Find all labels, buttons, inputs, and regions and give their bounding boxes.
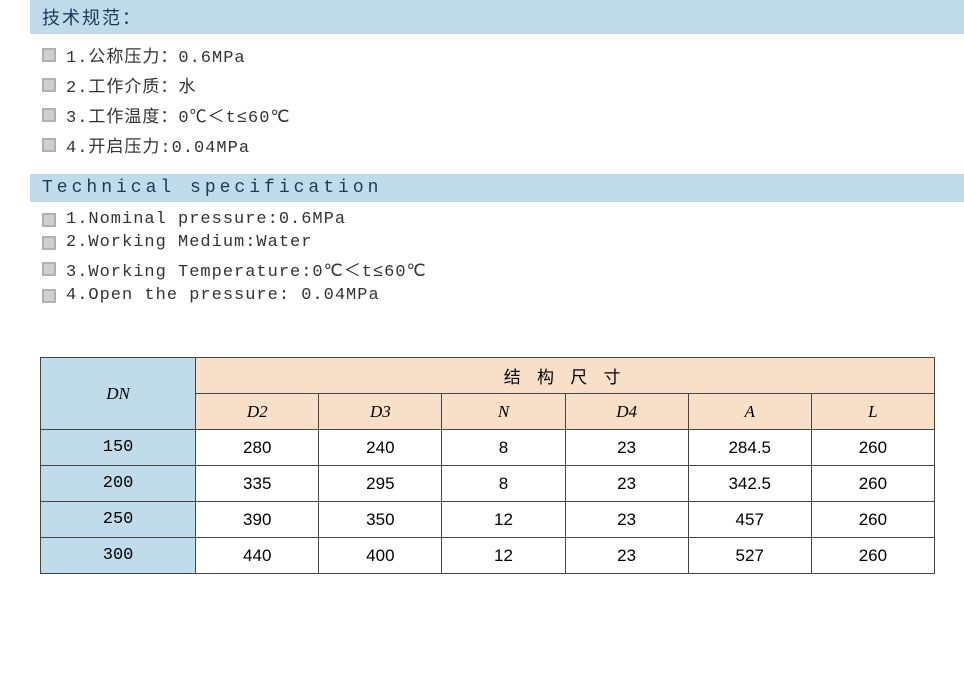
bullet-icon <box>42 78 56 92</box>
list-item: 1.公称压力：0.6MPa <box>0 40 964 70</box>
table-row: 200 335 295 8 23 342.5 260 <box>41 466 935 502</box>
list-item: 3.工作温度：0℃＜t≤60℃ <box>0 100 964 130</box>
col-header: L <box>811 394 934 430</box>
data-cell: 12 <box>442 538 565 574</box>
table-row: 250 390 350 12 23 457 260 <box>41 502 935 538</box>
data-cell: 342.5 <box>688 466 811 502</box>
table-header-row: DN 结 构 尺 寸 <box>41 358 935 394</box>
data-cell: 295 <box>319 466 442 502</box>
col-header: A <box>688 394 811 430</box>
data-cell: 390 <box>196 502 319 538</box>
dn-cell: 250 <box>41 502 196 538</box>
spec-text: 4.Open the pressure: 0.04MPa <box>66 286 380 305</box>
spec-text: 2.工作介质：水 <box>66 72 196 98</box>
list-item: 1.Nominal pressure:0.6MPa <box>0 208 964 231</box>
spec-text: 4.开启压力:0.04MPa <box>66 132 250 158</box>
spec-text: 3.Working Temperature:0℃＜t≤60℃ <box>66 256 427 282</box>
data-cell: 400 <box>319 538 442 574</box>
bullet-icon <box>42 289 56 303</box>
table-body: 150 280 240 8 23 284.5 260 200 335 295 8… <box>41 430 935 574</box>
bullet-icon <box>42 236 56 250</box>
bullet-icon <box>42 262 56 276</box>
bullet-icon <box>42 213 56 227</box>
list-item: 4.开启压力:0.04MPa <box>0 130 964 160</box>
data-cell: 23 <box>565 502 688 538</box>
data-cell: 23 <box>565 538 688 574</box>
dimensions-table: DN 结 构 尺 寸 D2 D3 N D4 A L 150 280 240 8 … <box>40 357 935 574</box>
spec-text: 2.Working Medium:Water <box>66 233 312 252</box>
data-cell: 260 <box>811 502 934 538</box>
data-cell: 8 <box>442 430 565 466</box>
data-cell: 23 <box>565 466 688 502</box>
col-header: N <box>442 394 565 430</box>
cn-spec-list: 1.公称压力：0.6MPa 2.工作介质：水 3.工作温度：0℃＜t≤60℃ 4… <box>0 40 964 160</box>
dn-cell: 200 <box>41 466 196 502</box>
data-cell: 260 <box>811 538 934 574</box>
data-cell: 457 <box>688 502 811 538</box>
table-row: 150 280 240 8 23 284.5 260 <box>41 430 935 466</box>
bullet-icon <box>42 48 56 62</box>
en-spec-list: 1.Nominal pressure:0.6MPa 2.Working Medi… <box>0 208 964 307</box>
table-row: 300 440 400 12 23 527 260 <box>41 538 935 574</box>
spec-text: 3.工作温度：0℃＜t≤60℃ <box>66 102 291 128</box>
list-item: 2.Working Medium:Water <box>0 231 964 254</box>
data-cell: 280 <box>196 430 319 466</box>
group-header: 结 构 尺 寸 <box>196 358 935 394</box>
data-cell: 284.5 <box>688 430 811 466</box>
data-cell: 527 <box>688 538 811 574</box>
col-header: D4 <box>565 394 688 430</box>
cn-spec-header: 技术规范： <box>30 0 964 34</box>
spec-text: 1.Nominal pressure:0.6MPa <box>66 210 346 229</box>
list-item: 2.工作介质：水 <box>0 70 964 100</box>
data-cell: 8 <box>442 466 565 502</box>
data-cell: 240 <box>319 430 442 466</box>
spec-text: 1.公称压力：0.6MPa <box>66 42 246 68</box>
data-cell: 350 <box>319 502 442 538</box>
bullet-icon <box>42 138 56 152</box>
dn-header: DN <box>41 358 196 430</box>
data-cell: 440 <box>196 538 319 574</box>
col-header: D2 <box>196 394 319 430</box>
dimensions-table-wrap: DN 结 构 尺 寸 D2 D3 N D4 A L 150 280 240 8 … <box>40 357 964 574</box>
dn-cell: 150 <box>41 430 196 466</box>
data-cell: 23 <box>565 430 688 466</box>
col-header: D3 <box>319 394 442 430</box>
data-cell: 260 <box>811 466 934 502</box>
data-cell: 260 <box>811 430 934 466</box>
list-item: 4.Open the pressure: 0.04MPa <box>0 284 964 307</box>
dn-cell: 300 <box>41 538 196 574</box>
list-item: 3.Working Temperature:0℃＜t≤60℃ <box>0 254 964 284</box>
bullet-icon <box>42 108 56 122</box>
data-cell: 335 <box>196 466 319 502</box>
en-spec-header: Technical specification <box>30 174 964 202</box>
data-cell: 12 <box>442 502 565 538</box>
